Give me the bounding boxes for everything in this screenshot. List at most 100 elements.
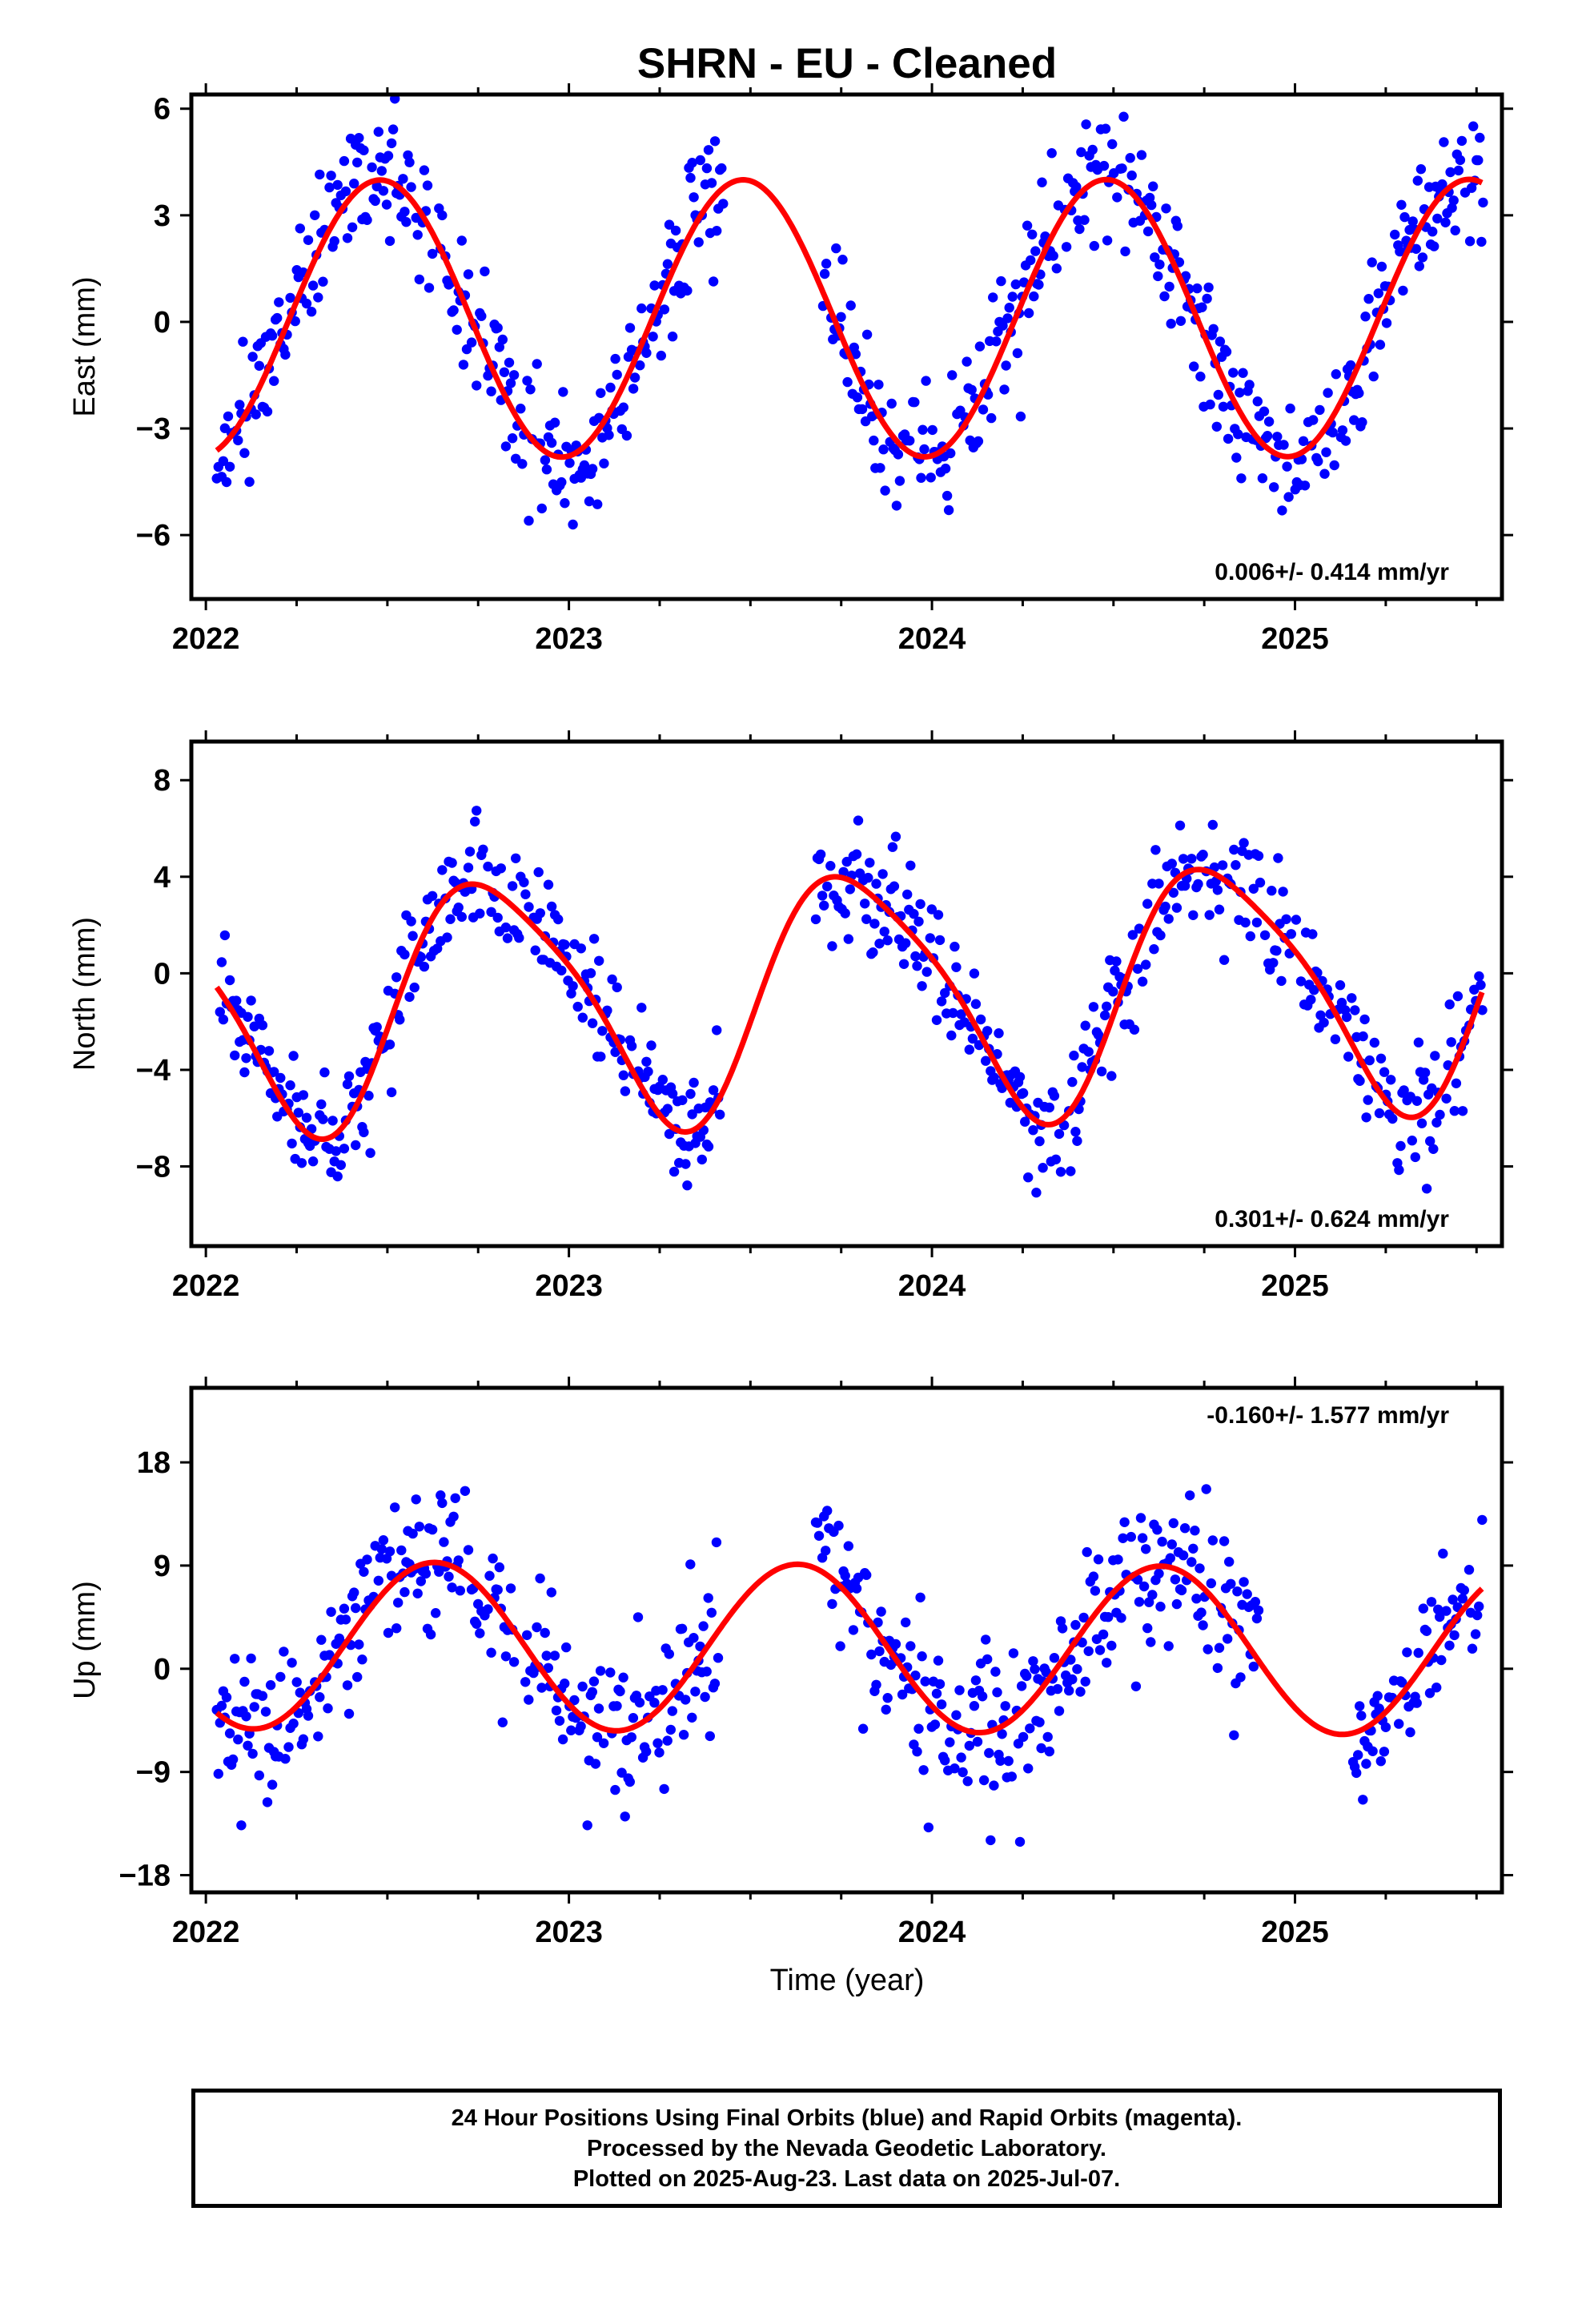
data-point [682,1180,693,1191]
data-point [1226,1578,1236,1590]
data-point [990,1667,1001,1677]
data-point [1090,1586,1101,1596]
data-point [1419,1068,1431,1078]
data-point [1000,1701,1010,1711]
data-point [371,1022,382,1032]
data-point [1071,182,1082,192]
data-point [1126,1531,1137,1542]
data-point [689,192,699,203]
data-point [568,519,578,530]
data-point [472,1618,482,1630]
data-point [681,1695,691,1705]
data-point [1154,1568,1164,1579]
data-point [1100,123,1111,134]
data-point [982,1026,993,1036]
data-point [1449,1630,1460,1641]
data-point [301,1112,312,1123]
data-point [1444,999,1455,1010]
data-point [636,1003,647,1013]
data-point [616,1767,627,1778]
data-point [390,94,400,104]
data-point [373,127,383,137]
data-point [628,1713,639,1723]
data-point [891,501,902,511]
data-point [685,1559,696,1570]
data-point [464,846,476,857]
data-point [1099,1010,1110,1021]
data-point [1163,914,1174,924]
data-point [1435,1611,1445,1622]
data-point [1020,1116,1030,1127]
data-point [612,369,622,380]
data-point [909,397,920,408]
north-rate-label: 0.301+/- 0.624 mm/yr [1215,1206,1449,1232]
data-point [437,1498,448,1509]
data-point [1175,316,1186,326]
data-point [926,904,938,915]
data-point [1351,1767,1362,1779]
data-point [669,1166,680,1177]
data-point [427,1524,438,1535]
data-point [458,360,469,370]
data-point [378,1535,389,1546]
data-point [339,1603,350,1614]
data-point [1102,235,1113,246]
data-point [933,910,944,920]
data-point [956,1009,966,1019]
data-point [964,1740,975,1751]
data-point [831,243,841,254]
data-point [383,1627,394,1638]
data-point [525,384,536,395]
data-point [821,1546,831,1556]
data-point [391,1623,402,1634]
data-point [557,1734,568,1745]
data-point [1395,246,1405,257]
y-tick-label: 0 [154,1653,171,1687]
east-ticks: −6 −3 0 3 6 2022 2023 2024 2025 [136,83,1513,656]
data-point [817,891,828,901]
data-point [218,456,229,466]
data-point [1438,1548,1448,1559]
data-point [500,441,512,452]
data-point [916,472,926,483]
data-point [649,280,660,291]
data-point [934,935,946,946]
data-point [1398,285,1408,296]
data-point [223,411,234,422]
data-point [470,816,480,827]
data-point [946,1030,957,1041]
data-point [978,1775,990,1786]
data-point [1411,243,1422,254]
data-point [1386,1075,1396,1085]
data-point [1155,930,1166,941]
data-point [484,1570,495,1581]
data-point [275,1671,286,1683]
north-ticks: −8 −4 0 4 8 2022 2023 2024 2025 [136,730,1513,1303]
data-point [822,1506,833,1516]
data-point [445,914,456,924]
data-point [1228,368,1239,378]
data-point [227,1754,239,1765]
data-point [343,1071,355,1082]
data-point [1451,1078,1462,1089]
data-point [874,939,885,949]
data-point [1238,368,1248,378]
data-point [1046,148,1057,159]
data-point [1178,1550,1189,1561]
data-point [1205,399,1215,410]
data-point [852,392,863,403]
data-point [1223,1634,1233,1644]
data-point [1049,1653,1060,1663]
data-point [561,1642,572,1653]
data-point [1253,1605,1264,1616]
data-point [1049,1091,1060,1101]
data-point [1439,137,1449,147]
data-point [416,1576,426,1586]
data-point [712,1025,722,1035]
data-point [1078,1612,1089,1623]
data-point [687,1712,697,1723]
data-point [502,933,513,943]
data-point [1098,160,1110,171]
y-tick-label: 0 [154,957,171,991]
data-point [230,1654,240,1664]
